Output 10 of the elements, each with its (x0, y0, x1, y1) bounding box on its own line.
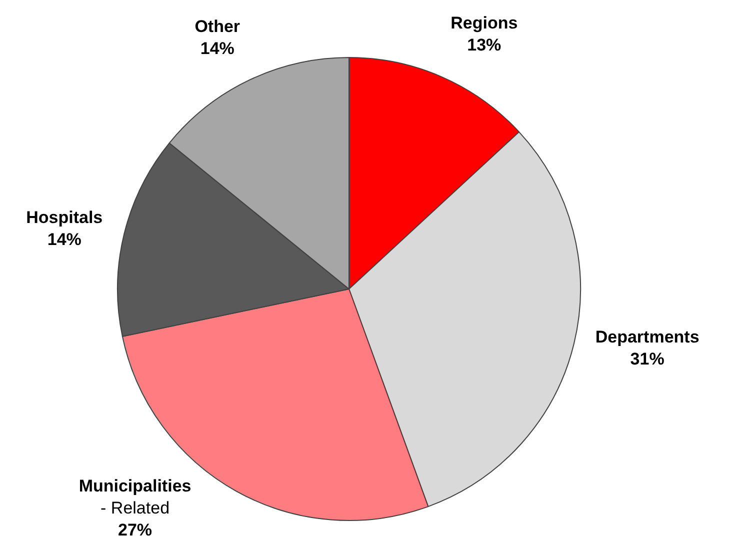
data-label: 13% (467, 35, 502, 54)
slice-label: Other (194, 16, 240, 36)
data-label: 14% (47, 230, 82, 249)
slice-label: Regions (450, 13, 518, 32)
slice-label: Departments (595, 327, 700, 346)
slice-label: Municipalities - Related (78, 476, 192, 518)
data-label: 27% (118, 520, 152, 540)
slice-label: Hospitals (26, 208, 103, 227)
data-label: 31% (630, 349, 664, 368)
data-label: 14% (200, 38, 234, 58)
